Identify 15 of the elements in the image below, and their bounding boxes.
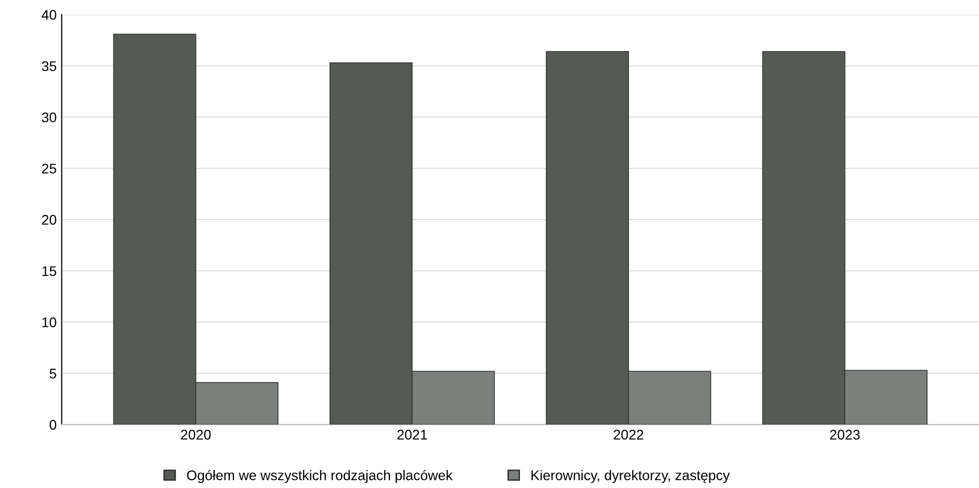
x-tick-label: 2022: [614, 430, 644, 440]
y-tick-label: 20: [42, 214, 56, 225]
y-tick-label: 0: [50, 420, 56, 430]
y-tick-label: 25: [42, 164, 56, 174]
x-tick-label: 2023: [830, 430, 860, 440]
y-tick-label: 5: [50, 368, 56, 378]
x-tick-label: 2020: [181, 430, 211, 440]
y-tick-label: 30: [42, 112, 56, 122]
legend-label: Kierownicy, dyrektorzy, zastępcy: [532, 470, 730, 483]
y-tick-label: 35: [42, 61, 56, 72]
y-tick-label: 10: [42, 317, 56, 328]
y-tick-label: 15: [42, 266, 56, 276]
x-tick-label: 2021: [397, 430, 427, 440]
legend-label: Ogółem we wszystkich rodzajach placówek: [186, 470, 453, 483]
y-tick-label: 40: [42, 10, 56, 20]
